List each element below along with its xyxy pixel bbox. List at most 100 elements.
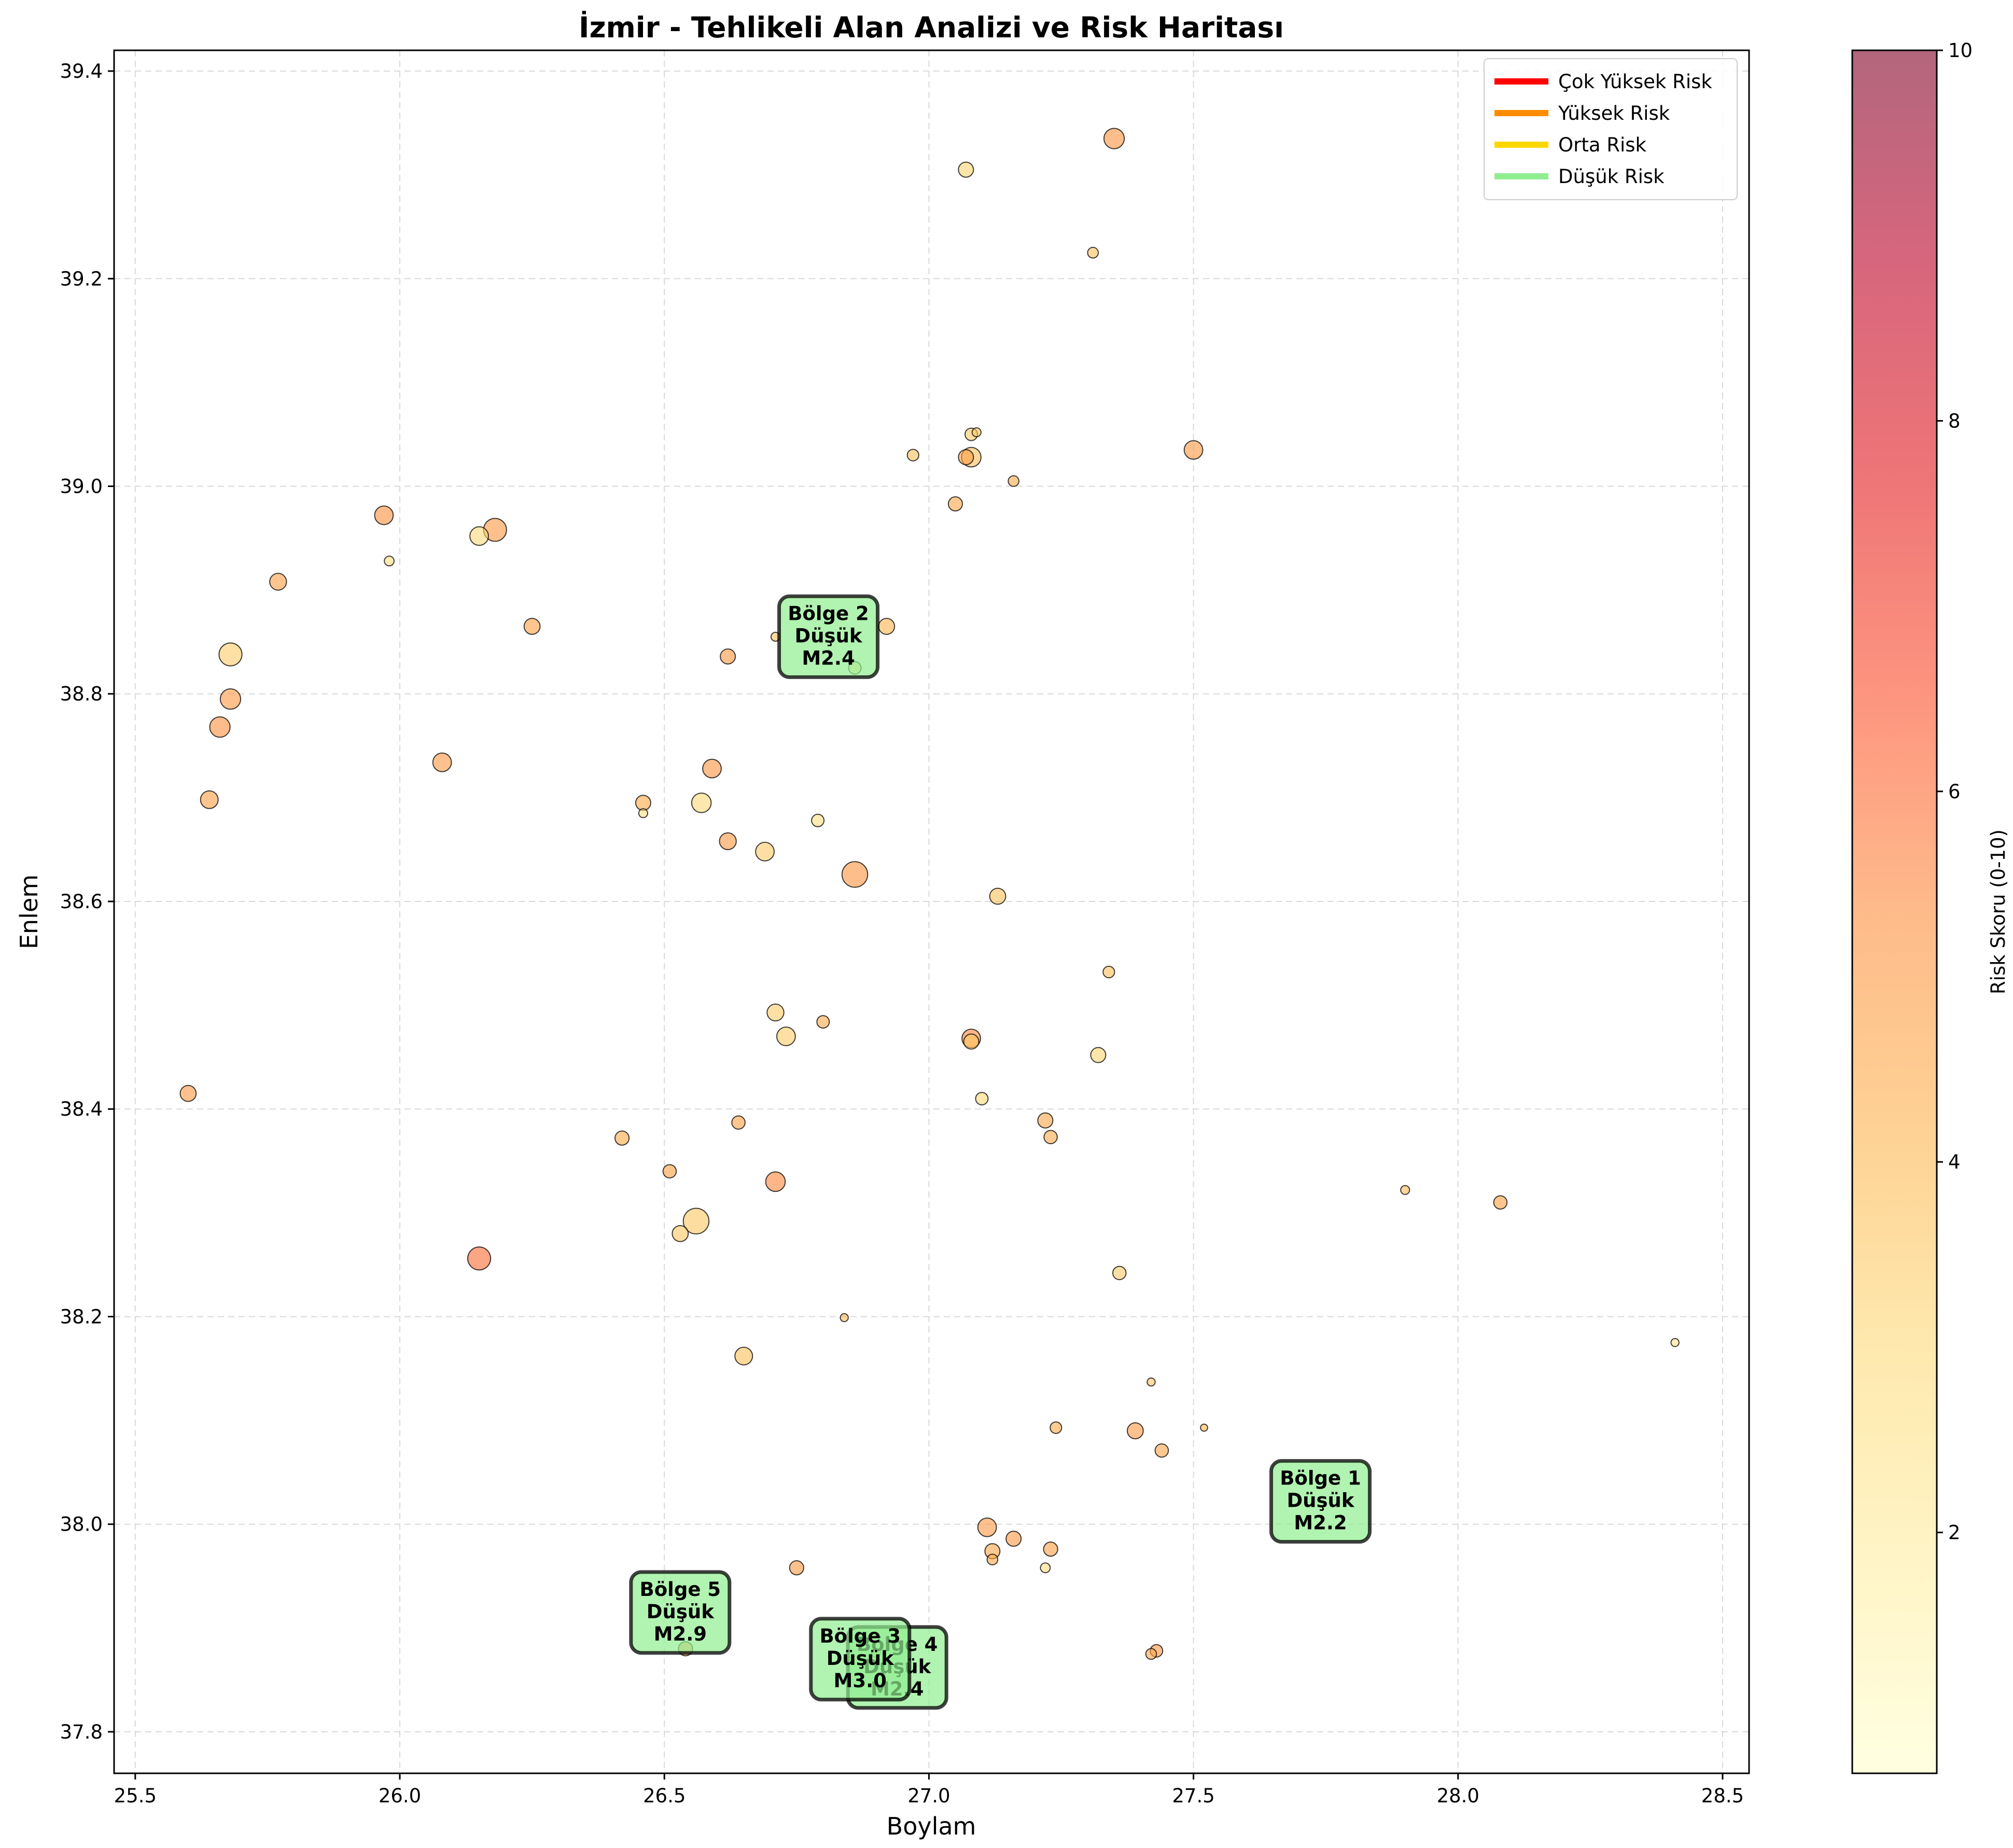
data-point [432, 752, 452, 772]
data-point [469, 526, 489, 546]
y-axis-ticks: 37.8 38.0 38.2 38.4 38.6 38.8 39.0 39.2 39.4 [60, 60, 114, 1743]
y-tick-label: 39.2 [60, 268, 103, 290]
y-tick-label: 38.0 [60, 1513, 103, 1536]
data-point [672, 1225, 689, 1242]
zone-text-line3: M2.2 [1294, 1512, 1347, 1534]
data-point [1147, 1377, 1156, 1387]
data-point [1102, 965, 1115, 979]
zone-box [809, 1617, 912, 1702]
data-point [523, 618, 541, 635]
data-point [1040, 1562, 1051, 1574]
data-point [209, 716, 231, 738]
data-point [635, 795, 651, 811]
data-point [1037, 1112, 1054, 1129]
data-point [1103, 128, 1125, 149]
zone-text-line3: M3.0 [834, 1670, 887, 1692]
zone-text-line2: Düşük [647, 1601, 715, 1623]
data-point [731, 1115, 746, 1130]
data-point [1126, 1422, 1144, 1440]
colorbar: 2 4 6 8 10 Risk Skoru (0-10) [1851, 39, 2009, 1774]
data-point [218, 642, 243, 666]
data-point [963, 1033, 980, 1050]
data-point [219, 688, 242, 710]
colorbar-tick-label: 8 [1948, 410, 1961, 432]
zone-box [1269, 1459, 1372, 1544]
data-point [816, 1015, 830, 1029]
data-point [734, 1346, 753, 1366]
data-point [384, 555, 395, 566]
data-point [1090, 1047, 1107, 1063]
colorbar-label: Risk Skoru (0-10) [1987, 829, 2009, 994]
colorbar-tick-label: 6 [1948, 781, 1961, 803]
data-point [691, 793, 712, 813]
legend-box [1484, 58, 1738, 200]
zone-text-line2: Düşük [827, 1647, 894, 1670]
zone-text-line1: Bölge 1 [1280, 1467, 1361, 1490]
legend: Çok Yüksek Risk Yüksek Risk Orta Risk Düşük… [1484, 58, 1738, 200]
grid-lines [114, 50, 1749, 1773]
zone-text-line1: Bölge 2 [788, 603, 869, 625]
x-tick-label: 26.5 [643, 1785, 686, 1807]
zone-text-line3: M2.4 [802, 647, 855, 670]
data-point [638, 808, 648, 818]
data-point [789, 1560, 804, 1576]
data-point [1043, 1130, 1058, 1145]
data-point [977, 1517, 997, 1537]
legend-entry-label: Yüksek Risk [1558, 102, 1670, 124]
data-point [840, 1313, 849, 1323]
colorbar-tick-label: 10 [1948, 39, 1973, 62]
data-point [958, 161, 974, 178]
data-point [1145, 1648, 1157, 1660]
x-tick-label: 25.5 [114, 1785, 157, 1807]
data-point [1112, 1266, 1127, 1281]
data-point [467, 1246, 492, 1271]
data-point [200, 790, 219, 809]
data-point [1670, 1338, 1680, 1347]
data-point [374, 505, 394, 525]
legend-entry-label: Düşük Risk [1558, 165, 1665, 188]
plot-frame [113, 49, 1750, 1774]
y-tick-label: 39.0 [60, 476, 103, 498]
x-axis-label: Boylam [887, 1812, 976, 1840]
data-point [766, 1003, 785, 1022]
x-axis-ticks: 25.5 26.0 26.5 27.0 27.5 28.0 28.5 [114, 1773, 1744, 1807]
colorbar-tick-label: 4 [1948, 1151, 1961, 1173]
data-point [958, 449, 974, 465]
data-point [1050, 1421, 1063, 1434]
chart-title: İzmir - Tehlikeli Alan Analizi ve Risk H… [579, 11, 1284, 44]
data-point [1183, 440, 1204, 460]
zone-text-line3: M2.9 [654, 1623, 707, 1645]
data-point [906, 449, 919, 462]
data-point [975, 1092, 989, 1106]
data-point [269, 573, 287, 591]
data-point [971, 427, 982, 438]
data-point [1154, 1443, 1169, 1458]
colorbar-ticks: 2 4 6 8 10 [1937, 39, 1973, 1544]
data-point [1008, 475, 1019, 487]
zone-text-line2: Düşük [1287, 1490, 1354, 1512]
data-point [719, 832, 737, 851]
data-point [1087, 246, 1099, 259]
data-point [1493, 1195, 1508, 1210]
data-point [682, 1207, 710, 1235]
zone-box [777, 594, 880, 679]
zone-text-line1: Bölge 3 [819, 1625, 901, 1647]
data-point [989, 887, 1007, 905]
colorbar-gradient [1851, 49, 1938, 1774]
y-tick-label: 37.8 [60, 1721, 103, 1743]
y-tick-label: 39.4 [60, 60, 103, 82]
data-point [662, 1164, 677, 1179]
data-point [986, 1553, 999, 1566]
plot-area [114, 50, 1749, 1773]
data-point [720, 648, 736, 665]
data-point [1005, 1531, 1022, 1547]
data-point [947, 496, 963, 512]
data-point [1400, 1185, 1410, 1195]
y-tick-label: 38.6 [60, 891, 103, 913]
data-point [755, 842, 775, 862]
